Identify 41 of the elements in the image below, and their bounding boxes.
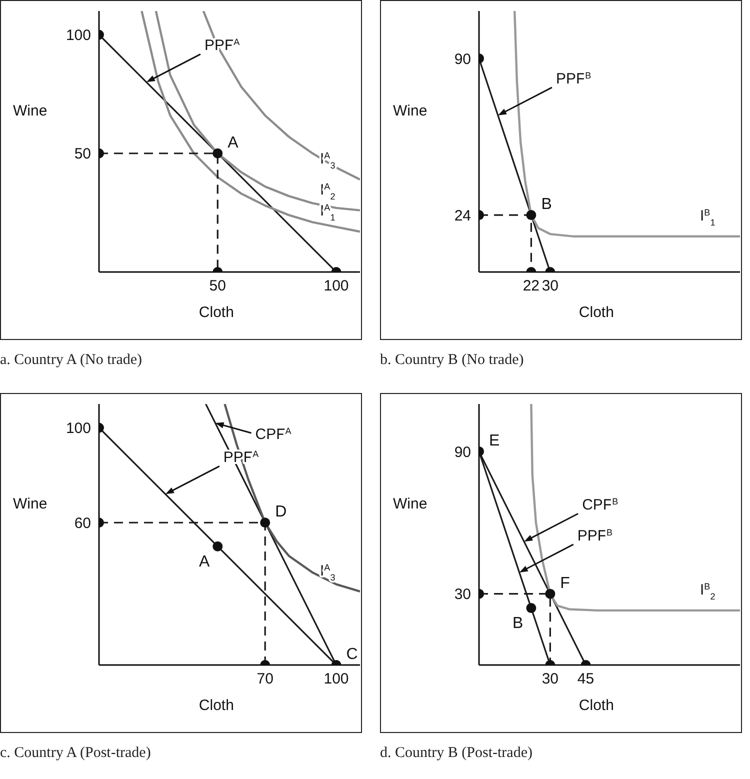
- y-tick-label: 24: [454, 207, 471, 224]
- x-axis-title: Cloth: [198, 304, 234, 321]
- x-tick-label: 45: [577, 670, 594, 688]
- annotation: CPF$^{A}$: [255, 426, 292, 443]
- text: a. Country A (No trade): [0, 352, 144, 369]
- annotation: PPF$^{B}$: [577, 527, 613, 544]
- data-label: C: [346, 646, 358, 663]
- annotation: CPF$^{B}$: [582, 496, 618, 514]
- data-label: D: [275, 504, 287, 521]
- y-tick-label: 100: [66, 420, 91, 438]
- text: b. Country B (No trade): [380, 352, 525, 369]
- x-tick-label: 50: [209, 278, 226, 295]
- data-label: A: [228, 134, 239, 152]
- data-label: E: [489, 432, 500, 450]
- annotation: PPF$^{A}$: [204, 37, 240, 54]
- x-axis-title: Cloth: [578, 304, 614, 321]
- y-axis-title: Wine: [13, 495, 48, 512]
- x-tick-label: 30: [542, 278, 559, 295]
- data-label: F: [560, 574, 570, 592]
- y-axis-title: Wine: [393, 495, 428, 512]
- data-label: A: [198, 553, 210, 570]
- x-tick-label: 22: [522, 278, 540, 295]
- data-label: B: [512, 615, 524, 632]
- y-axis-title: Wine: [393, 102, 428, 120]
- text: c. Country A (Post-trade): [0, 745, 152, 762]
- x-tick-label: 30: [542, 670, 559, 688]
- x-tick-label: 70: [256, 670, 274, 688]
- y-tick-label: 30: [454, 586, 471, 604]
- y-tick-label: 100: [66, 27, 91, 44]
- annotation: PPF$^{B}$: [556, 70, 592, 88]
- text: d. Country B (Post-trade): [380, 745, 534, 762]
- y-axis-title: Wine: [13, 102, 48, 120]
- x-tick-label: 100: [324, 278, 349, 295]
- x-tick-label: 100: [324, 670, 349, 688]
- x-axis-title: Cloth: [198, 697, 234, 714]
- y-tick-label: 50: [74, 146, 91, 163]
- data-label: B: [541, 196, 552, 214]
- y-tick-label: 90: [454, 50, 471, 68]
- y-tick-label: 90: [454, 444, 471, 461]
- y-tick-label: 60: [74, 514, 91, 532]
- x-axis-title: Cloth: [578, 697, 614, 714]
